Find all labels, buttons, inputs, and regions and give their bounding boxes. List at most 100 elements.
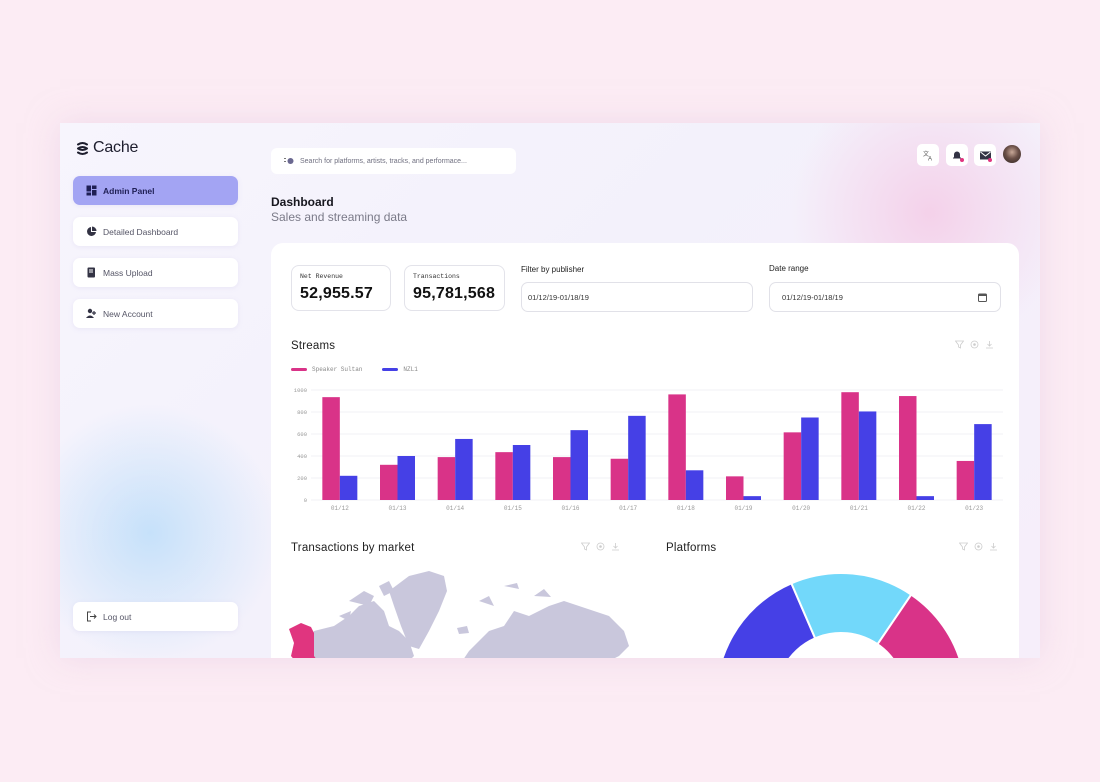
legend-label: NZL1 [403,366,418,373]
bar-nzl1[interactable] [570,430,589,500]
message-badge [988,158,992,162]
mail-icon [979,151,991,159]
app-logo[interactable]: Cache [76,139,138,157]
publisher-filter-value: 01/12/19-01/18/19 [528,292,589,302]
bar-nzl1[interactable] [339,475,358,500]
stat-label: Net Revenue [300,273,343,280]
sidebar-item-detailed-dashboard[interactable]: Detailed Dashboard [73,217,238,246]
donut-slice[interactable] [716,581,817,658]
publisher-filter-label: Filter by publisher [521,265,585,274]
sidebar-item-label: Detailed Dashboard [103,226,179,237]
legend-swatch [291,368,307,371]
x-tick-label: 01/23 [965,505,983,512]
bar-speaker-sultan[interactable] [495,452,513,500]
x-tick-label: 01/17 [619,505,637,512]
messages-button[interactable] [974,144,996,166]
svg-text:A: A [928,156,932,161]
net-revenue-stat: Net Revenue 52,955.57 [291,265,391,311]
bar-nzl1[interactable] [974,424,992,500]
bar-speaker-sultan[interactable] [899,396,917,500]
legend-swatch [382,368,399,371]
sidebar-item-new-account[interactable]: New Account [73,299,238,328]
settings-icon[interactable] [974,542,983,551]
bar-nzl1[interactable] [512,445,531,500]
bar-nzl1[interactable] [397,456,416,500]
bar-nzl1[interactable] [858,411,877,500]
sidebar-item-label: Admin Panel [103,185,155,196]
notification-badge [960,158,964,162]
stat-value: 95,781,568 [413,285,496,302]
settings-icon[interactable] [596,542,605,551]
y-tick-label: 1000 [294,387,307,394]
logout-button[interactable]: Log out [73,602,238,631]
app-window: Cache Admin Panel Detailed Dashboard Mas… [60,123,1040,658]
sidebar-item-mass-upload[interactable]: Mass Upload [73,258,238,287]
search-icon [284,158,294,164]
streams-bar-chart: 0 200 400 600 800 1000 01/12 01/13 01/14 01/15 01/… [294,387,1003,512]
platforms-title: Platforms [666,542,717,554]
bar-speaker-sultan[interactable] [553,457,571,500]
translate-icon: 文 A [923,150,932,161]
logout-icon [87,611,97,622]
calendar-icon[interactable] [978,293,987,302]
date-range-label: Date range [769,264,809,273]
map-toolbar [581,542,620,551]
bar-speaker-sultan[interactable] [322,397,340,500]
filter-icon[interactable] [581,542,590,551]
bar-nzl1[interactable] [455,438,473,500]
x-tick-label: 01/13 [388,505,406,512]
platforms-donut-chart [716,572,963,658]
x-tick-label: 01/19 [734,505,752,512]
bar-nzl1[interactable] [685,470,704,500]
bar-nzl1[interactable] [801,417,819,501]
x-tick-label: 01/20 [792,505,810,512]
bar-nzl1[interactable] [743,496,762,500]
bar-speaker-sultan[interactable] [841,392,859,500]
download-icon[interactable] [985,340,994,349]
bar-speaker-sultan[interactable] [726,476,744,500]
bar-speaker-sultan[interactable] [437,457,456,500]
publisher-filter-input[interactable]: 01/12/19-01/18/19 [521,282,753,312]
download-icon[interactable] [989,542,998,551]
bell-icon [953,151,961,159]
user-avatar[interactable] [1003,145,1021,163]
y-tick-label: 0 [304,497,307,504]
notifications-button[interactable] [946,144,968,166]
search-placeholder: Search for platforms, artists, tracks, a… [300,157,467,165]
bar-nzl1[interactable] [628,415,646,500]
translate-button[interactable]: 文 A [917,144,939,166]
bar-speaker-sultan[interactable] [956,460,975,500]
cache-logo-icon [77,141,88,155]
y-tick-label: 600 [297,431,307,438]
filter-icon[interactable] [955,340,964,349]
x-tick-label: 01/22 [907,505,925,512]
legend-item[interactable]: NZL1 [382,366,418,373]
add-user-icon [86,308,96,318]
bar-speaker-sultan[interactable] [610,458,629,500]
world-map[interactable] [289,571,629,658]
y-tick-label: 400 [297,453,307,460]
upload-document-icon [87,267,95,278]
streams-title: Streams [291,340,336,352]
legend-label: Speaker Sultan [312,366,363,373]
date-range-input[interactable]: 01/12/19-01/18/19 [769,282,1001,312]
download-icon[interactable] [611,542,620,551]
sidebar-item-label: New Account [103,308,153,319]
x-tick-label: 01/18 [677,505,695,512]
bar-speaker-sultan[interactable] [783,432,802,500]
sidebar-item-admin-panel[interactable]: Admin Panel [73,176,238,205]
bar-speaker-sultan[interactable] [668,394,686,500]
bar-speaker-sultan[interactable] [380,464,398,500]
bar-nzl1[interactable] [916,496,935,500]
transactions-by-market-title: Transactions by market [291,542,415,554]
legend-item[interactable]: Speaker Sultan [291,366,362,373]
app-name: Cache [93,139,139,156]
settings-icon[interactable] [970,340,979,349]
search-input[interactable]: Search for platforms, artists, tracks, a… [271,148,516,174]
stat-value: 52,955.57 [300,285,373,302]
filter-icon[interactable] [959,542,968,551]
x-tick-label: 01/14 [446,505,464,512]
dashboard-grid-icon [86,185,97,196]
donut-slice[interactable] [876,593,963,658]
y-tick-label: 200 [297,475,307,482]
